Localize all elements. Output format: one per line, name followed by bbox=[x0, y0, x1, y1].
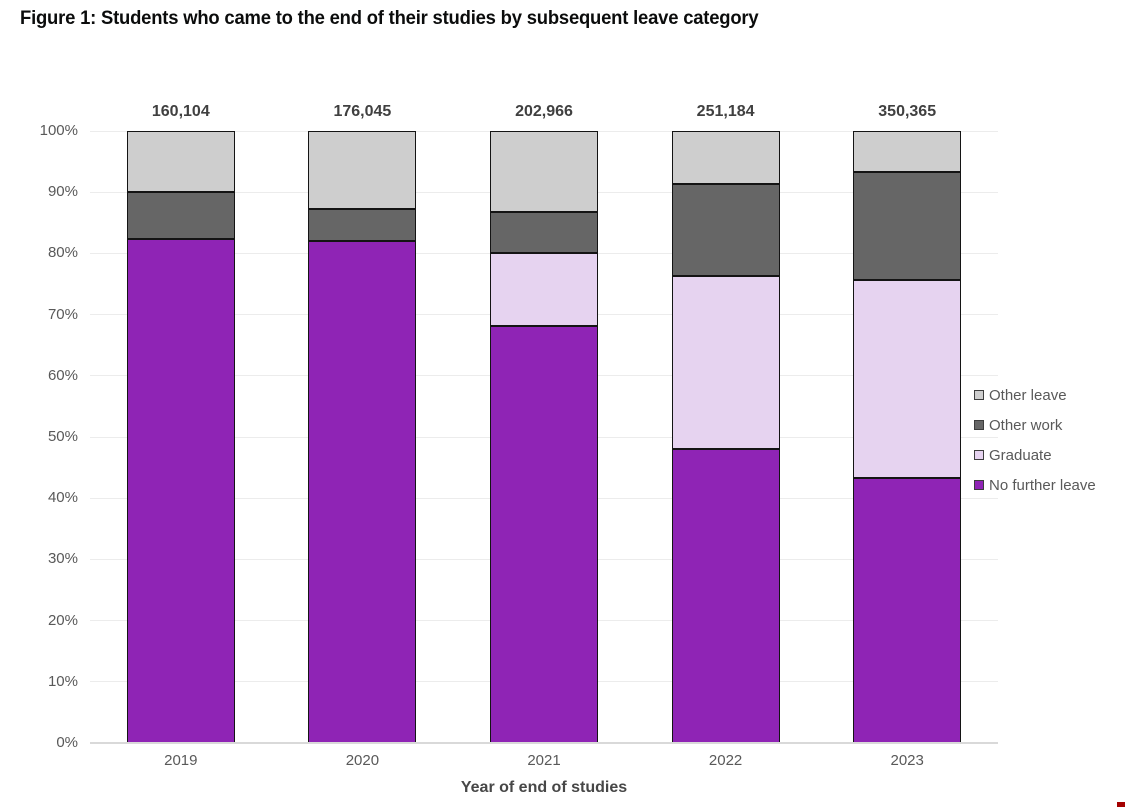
chart-title: Figure 1: Students who came to the end o… bbox=[20, 8, 759, 29]
legend-label-no-further-leave: No further leave bbox=[989, 476, 1096, 494]
bar-segment-other-work bbox=[853, 172, 962, 280]
y-tick-label-80: 80% bbox=[47, 244, 78, 262]
x-tick-label-2019: 2019 bbox=[164, 752, 198, 769]
bar-total-2021: 202,966 bbox=[515, 103, 573, 120]
legend-swatch-no-further-leave bbox=[974, 480, 984, 490]
x-tick-label-2022: 2022 bbox=[708, 752, 743, 769]
y-tick-label-10: 10% bbox=[47, 672, 78, 690]
y-tick-label-90: 90% bbox=[47, 183, 78, 201]
legend-label-other-leave: Other leave bbox=[989, 386, 1067, 404]
bar-segment-other-leave bbox=[671, 131, 780, 185]
bar-2022 bbox=[671, 131, 780, 743]
x-axis-title: Year of end of studies bbox=[460, 779, 628, 796]
legend: Other leave Other work Graduate No further … bbox=[974, 380, 1096, 500]
x-tick-label-2020: 2020 bbox=[345, 752, 380, 769]
x-axis-line bbox=[90, 742, 998, 744]
legend-item-other-work: Other work bbox=[974, 410, 1096, 440]
bar-segment-other-leave bbox=[126, 131, 235, 192]
x-tick-label-2023: 2023 bbox=[890, 752, 924, 769]
bar-segment-graduate bbox=[490, 252, 598, 327]
legend-swatch-graduate bbox=[974, 450, 984, 460]
legend-swatch-other-leave bbox=[974, 390, 984, 400]
legend-swatch-other-work bbox=[974, 420, 984, 430]
y-tick-label-20: 20% bbox=[47, 611, 78, 629]
bar-2023 bbox=[853, 131, 962, 743]
bar-total-2022: 251,184 bbox=[696, 103, 755, 120]
bar-segment-no-further-leave bbox=[126, 238, 235, 743]
bar-total-2023: 350,365 bbox=[878, 103, 937, 120]
bar-segment-other-work bbox=[671, 184, 780, 277]
bar-segment-other-work bbox=[490, 211, 598, 253]
bar-segment-no-further-leave bbox=[490, 326, 598, 743]
y-tick-label-30: 30% bbox=[47, 550, 78, 568]
bar-segment-other-work bbox=[126, 191, 235, 239]
legend-item-graduate: Graduate bbox=[974, 440, 1096, 470]
y-tick-label-50: 50% bbox=[47, 428, 78, 445]
bar-segment-graduate bbox=[853, 279, 962, 479]
bar-segment-other-leave bbox=[490, 131, 598, 212]
y-tick-label-70: 70% bbox=[47, 305, 78, 323]
bar-2020 bbox=[308, 131, 417, 743]
bar-segment-graduate bbox=[671, 276, 780, 450]
legend-label-other-work: Other work bbox=[989, 416, 1063, 434]
x-tick-label-2021: 2021 bbox=[527, 752, 561, 769]
bar-2021 bbox=[490, 131, 598, 743]
bar-segment-other-leave bbox=[308, 131, 417, 209]
gridline-100 bbox=[90, 130, 998, 132]
bar-segment-other-leave bbox=[853, 131, 962, 173]
legend-item-other-leave: Other leave bbox=[974, 380, 1096, 410]
bar-segment-other-work bbox=[308, 208, 417, 242]
corner-artifact bbox=[1117, 802, 1125, 807]
bar-segment-no-further-leave bbox=[671, 449, 780, 743]
bar-2019 bbox=[126, 131, 235, 743]
bar-total-2019: 160,104 bbox=[151, 103, 210, 120]
bar-total-2020: 176,045 bbox=[333, 103, 392, 120]
y-tick-label-0: 0% bbox=[56, 734, 78, 751]
plot-area bbox=[90, 130, 998, 744]
y-tick-label-60: 60% bbox=[47, 366, 78, 384]
legend-item-no-further-leave: No further leave bbox=[974, 470, 1096, 500]
y-tick-label-40: 40% bbox=[47, 489, 78, 507]
bar-segment-no-further-leave bbox=[308, 241, 417, 743]
y-tick-label-100: 100% bbox=[39, 122, 78, 139]
legend-label-graduate: Graduate bbox=[989, 446, 1052, 464]
bar-segment-no-further-leave bbox=[853, 478, 962, 743]
